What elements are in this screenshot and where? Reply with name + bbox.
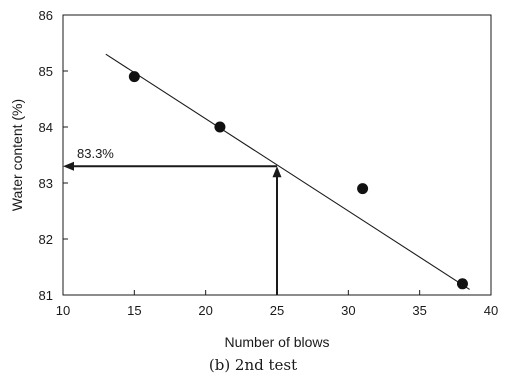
y-tick-label: 83: [39, 176, 53, 191]
ticks-group: 10 15 20 25 30 35 40 81 82 83 84 85 86: [39, 8, 499, 318]
x-tick-label: 15: [127, 303, 141, 318]
annotation-vertical-arrowhead: [272, 166, 282, 178]
y-tick-label: 84: [39, 120, 53, 135]
y-tick-label: 86: [39, 8, 53, 23]
data-point: [357, 183, 369, 195]
y-tick-label: 81: [39, 288, 53, 303]
data-point: [128, 71, 140, 83]
annotation-horizontal-arrowhead: [63, 161, 74, 171]
y-axis-label: Water content (%): [9, 99, 25, 211]
y-tick-label: 85: [39, 64, 53, 79]
x-tick-label: 40: [484, 303, 498, 318]
x-tick-label: 25: [270, 303, 284, 318]
data-point: [214, 121, 226, 133]
points-group: [128, 71, 468, 290]
y-tick-label: 82: [39, 232, 53, 247]
data-point: [456, 278, 468, 290]
annotation-label: 83.3%: [77, 146, 114, 161]
x-tick-label: 30: [341, 303, 355, 318]
figure-caption: (b) 2nd test: [208, 356, 298, 374]
trend-line: [105, 53, 470, 290]
annotation-group: 83.3%: [63, 146, 282, 295]
x-tick-label: 10: [56, 303, 70, 318]
x-tick-label: 20: [198, 303, 212, 318]
x-axis-label: Number of blows: [224, 334, 329, 350]
x-tick-label: 35: [412, 303, 426, 318]
